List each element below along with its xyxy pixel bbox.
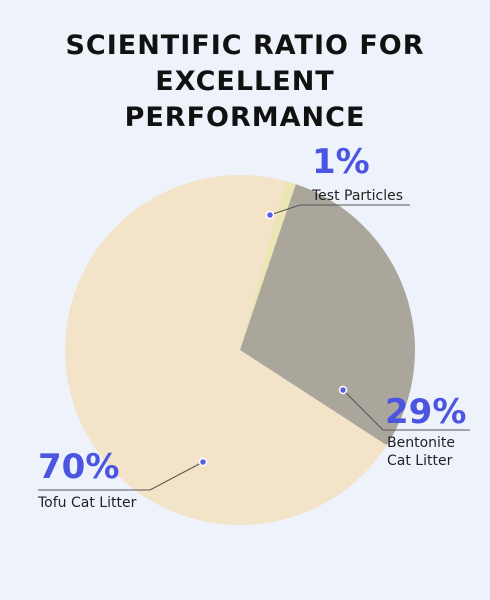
category-label: Tofu Cat Litter	[38, 495, 137, 511]
pie-slice	[240, 184, 416, 446]
leader-line	[38, 461, 204, 491]
leader-line	[342, 389, 470, 431]
pie-slice	[65, 175, 387, 525]
dot	[198, 457, 208, 467]
dots	[198, 210, 348, 467]
dot	[338, 385, 348, 395]
category-label: Bentonite Cat Litter	[387, 435, 456, 469]
pie-slice	[240, 180, 296, 350]
leaders	[38, 204, 470, 491]
chart-title: SCIENTIFIC RATIO FOR EXCELLENT PERFORMAN…	[65, 30, 425, 133]
dot	[265, 210, 275, 220]
leader-line	[269, 204, 410, 216]
value-label: 29%	[385, 392, 467, 432]
value-label: 70%	[38, 447, 120, 487]
value-label: 1%	[312, 142, 370, 182]
category-label: Test Particles	[312, 188, 404, 204]
